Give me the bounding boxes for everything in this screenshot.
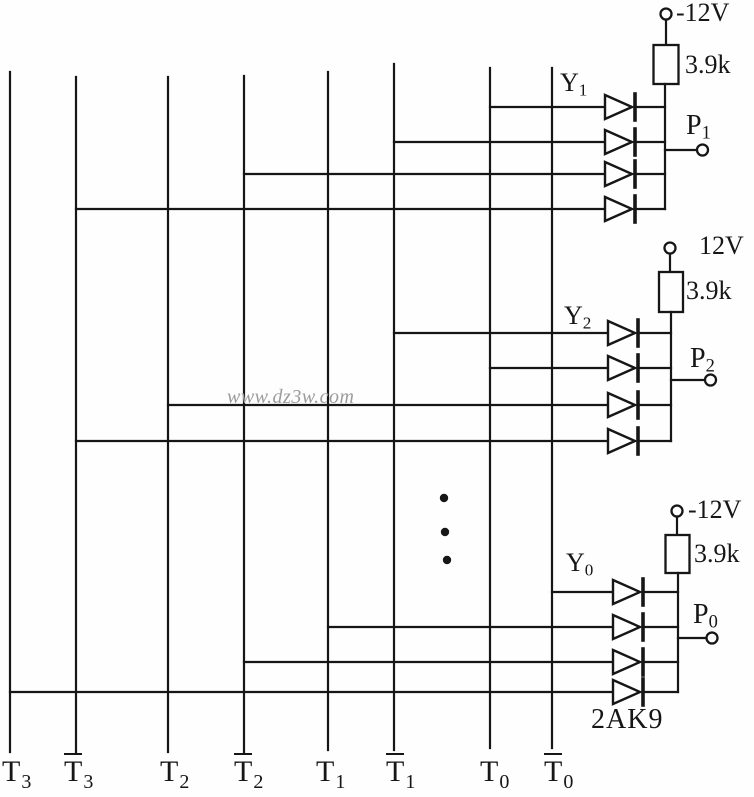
label-base: T bbox=[64, 753, 83, 788]
label-base: P bbox=[690, 343, 706, 374]
column-label-t1: T1 bbox=[316, 755, 346, 793]
resistor-label-p1: 3.9k bbox=[685, 50, 731, 79]
output-label-p1: P1 bbox=[686, 112, 711, 142]
dot bbox=[442, 555, 452, 565]
diode-icon bbox=[606, 319, 638, 347]
label-sub: 0 bbox=[584, 560, 594, 580]
output-terminal bbox=[695, 143, 710, 157]
label-sub: 0 bbox=[708, 611, 718, 632]
resistor-symbol bbox=[652, 43, 680, 86]
diode-icon bbox=[603, 128, 635, 156]
supply-terminal bbox=[663, 241, 677, 255]
label-base: T bbox=[316, 755, 335, 788]
label-sub: 2 bbox=[582, 313, 592, 333]
column-label-nt0: T0 bbox=[544, 753, 573, 792]
dot bbox=[439, 493, 449, 503]
diode-icon bbox=[606, 354, 638, 382]
label-sub: 2 bbox=[705, 355, 715, 376]
decoder-group-p0 bbox=[8, 504, 719, 707]
diode-part-label: 2AK9 bbox=[591, 704, 664, 735]
column-label-nt2: T2 bbox=[234, 753, 263, 792]
supply-terminal bbox=[670, 504, 684, 518]
label-sub: 0 bbox=[563, 771, 574, 793]
resistor-symbol bbox=[657, 270, 685, 314]
diode-icon bbox=[603, 195, 635, 223]
label-sub: 1 bbox=[405, 771, 416, 793]
label-base: Y bbox=[564, 301, 583, 330]
supply-terminal bbox=[659, 7, 673, 21]
resistor-symbol bbox=[664, 533, 691, 575]
dot bbox=[440, 527, 450, 537]
label-sub: 0 bbox=[499, 771, 510, 793]
ellipsis-dots bbox=[439, 493, 452, 565]
column-label-t3: T3 bbox=[2, 755, 32, 793]
label-base: T bbox=[160, 755, 179, 788]
column-label-t0: T0 bbox=[480, 755, 510, 793]
column-label-nt3: T3 bbox=[64, 753, 93, 792]
y-label-p1: Y1 bbox=[560, 68, 588, 100]
y-label-p2: Y2 bbox=[564, 301, 592, 333]
output-label-p0: P0 bbox=[693, 601, 718, 631]
column-label-nt1: T1 bbox=[386, 753, 415, 792]
supply-label-p0: -12V bbox=[688, 495, 742, 524]
label-base: Y bbox=[560, 68, 579, 97]
label-sub: 2 bbox=[179, 771, 190, 793]
decoder-group-p1 bbox=[74, 7, 710, 224]
diode-icon bbox=[603, 160, 635, 188]
decoder-group-p2 bbox=[74, 241, 718, 456]
supply-label-p1: -12V bbox=[676, 0, 730, 27]
supply-label-p2: 12V bbox=[699, 231, 744, 260]
label-sub: 1 bbox=[701, 122, 711, 143]
output-label-p2: P2 bbox=[690, 345, 715, 375]
label-sub: 3 bbox=[83, 771, 94, 793]
diode-icon bbox=[611, 578, 643, 606]
label-base: P bbox=[693, 599, 709, 630]
label-base: T bbox=[2, 755, 21, 788]
label-sub: 3 bbox=[21, 771, 32, 793]
output-terminal bbox=[703, 373, 718, 387]
label-sub: 1 bbox=[578, 80, 588, 100]
y-label-p0: Y0 bbox=[566, 548, 594, 580]
resistor-label-p2: 3.9k bbox=[686, 276, 732, 305]
output-terminal bbox=[705, 631, 719, 645]
diode-icon bbox=[603, 93, 635, 121]
diode-icon bbox=[606, 391, 638, 419]
watermark: www.dz3w.com bbox=[227, 386, 355, 408]
diode-icon bbox=[611, 613, 643, 641]
diode-icon bbox=[611, 648, 643, 676]
label-base: T bbox=[544, 753, 563, 788]
label-sub: 2 bbox=[253, 771, 264, 793]
diode-icon bbox=[606, 427, 638, 455]
diode-icon bbox=[611, 678, 643, 706]
label-base: P bbox=[686, 110, 702, 141]
label-base: T bbox=[386, 753, 405, 788]
label-base: T bbox=[480, 755, 499, 788]
column-label-t2: T2 bbox=[160, 755, 190, 793]
label-base: T bbox=[234, 753, 253, 788]
resistor-label-p0: 3.9k bbox=[694, 539, 740, 568]
label-base: Y bbox=[566, 548, 585, 577]
matrix-column-wires bbox=[8, 62, 554, 754]
label-sub: 1 bbox=[335, 771, 346, 793]
